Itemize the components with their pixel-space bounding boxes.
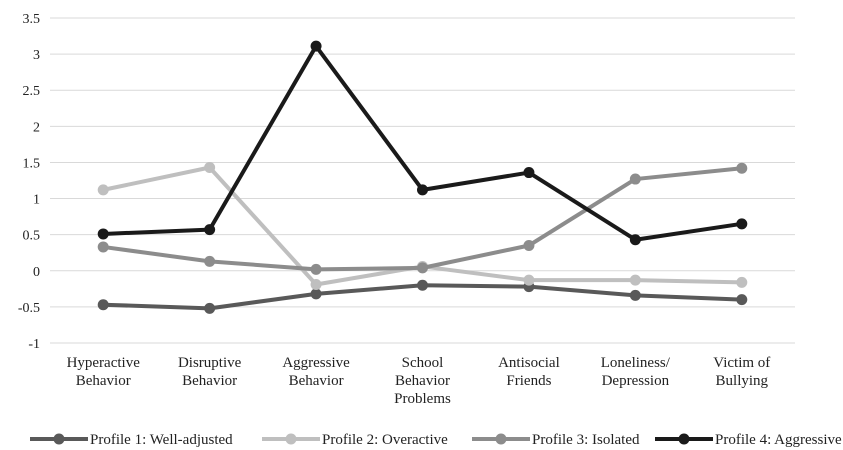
- data-point: [310, 263, 322, 275]
- y-tick-label: 0: [33, 265, 40, 280]
- y-tick-label: -1: [28, 337, 40, 352]
- x-category-label: Aggressive Behavior: [282, 355, 350, 389]
- legend: Profile 1: Well-adjusted Profile 2: Overa…: [30, 432, 842, 448]
- legend-label: Profile 4: Aggressive: [715, 432, 842, 448]
- data-point: [523, 167, 535, 179]
- data-point: [523, 274, 535, 286]
- legend-marker: [53, 433, 65, 445]
- legend-marker: [285, 433, 297, 445]
- series-3: [97, 162, 748, 275]
- data-point: [629, 274, 641, 286]
- legend-label: Profile 1: Well-adjusted: [90, 432, 233, 448]
- x-category-label-line: Behavior: [76, 373, 131, 389]
- y-axis-tick-labels: 3.5 3 2.5 2 1.5 1 0.5 0 -0.5 -1: [18, 12, 40, 352]
- legend-label: Profile 2: Overactive: [322, 432, 448, 448]
- legend-label: Profile 3: Isolated: [532, 432, 640, 448]
- data-point: [97, 228, 109, 240]
- x-category-label-line: Loneliness/: [601, 355, 671, 371]
- data-point: [736, 276, 748, 288]
- x-category-label-line: Bullying: [716, 373, 769, 389]
- x-category-label: Loneliness/Depression: [601, 355, 671, 389]
- series-lines: [97, 40, 748, 314]
- y-tick-label: 2: [33, 120, 40, 135]
- data-point: [417, 184, 428, 196]
- data-point: [629, 234, 641, 246]
- x-category-label-line: Antisocial: [498, 355, 560, 371]
- x-category-label: Disruptive Behavior: [178, 355, 242, 389]
- data-point: [97, 299, 109, 311]
- x-category-label-line: Problems: [394, 391, 451, 407]
- data-point: [417, 262, 428, 274]
- legend-marker: [678, 433, 690, 445]
- data-point: [736, 162, 748, 174]
- data-point: [204, 224, 216, 236]
- legend-item: Profile 2: Overactive: [262, 432, 448, 448]
- x-category-label: Antisocial Friends: [498, 355, 560, 389]
- x-category-label-line: Behavior: [182, 373, 237, 389]
- data-point: [310, 279, 322, 290]
- x-category-label-line: Hyperactive: [67, 355, 141, 371]
- data-point: [736, 294, 748, 306]
- data-point: [204, 255, 216, 267]
- series-line: [102, 166, 742, 272]
- gridlines: [50, 17, 795, 344]
- x-category-label-line: Depression: [602, 373, 670, 389]
- data-point: [310, 40, 322, 52]
- data-point: [736, 218, 748, 230]
- legend-item: Profile 4: Aggressive: [655, 432, 842, 448]
- y-tick-label: 1: [33, 193, 40, 208]
- x-category-label: Hyperactive Behavior: [67, 355, 141, 389]
- x-category-label-line: Behavior: [289, 373, 344, 389]
- data-point: [629, 173, 641, 185]
- x-category-label-line: School: [402, 355, 444, 371]
- y-tick-label: -0.5: [18, 301, 40, 316]
- x-category-label-line: Behavior: [395, 373, 450, 389]
- data-point: [629, 289, 641, 301]
- data-point: [97, 184, 109, 196]
- series-1: [97, 279, 748, 314]
- data-point: [204, 302, 216, 314]
- y-tick-label: 2.5: [23, 84, 41, 99]
- x-category-label-line: Victim of: [713, 355, 770, 371]
- x-category-label-line: Disruptive: [178, 355, 242, 371]
- data-point: [417, 279, 428, 291]
- data-point: [204, 162, 216, 173]
- legend-marker: [495, 433, 507, 445]
- series-line: [103, 44, 743, 242]
- x-category-label-line: Aggressive: [282, 355, 350, 371]
- x-category-label: School Behavior Problems: [394, 355, 451, 407]
- data-point: [97, 241, 109, 253]
- series-4: [97, 40, 748, 246]
- legend-item: Profile 3: Isolated: [472, 432, 640, 448]
- x-category-label: Victim of Bullying: [713, 355, 770, 389]
- y-tick-label: 3.5: [23, 12, 41, 27]
- legend-item: Profile 1: Well-adjusted: [30, 432, 233, 448]
- y-tick-label: 0.5: [23, 229, 41, 244]
- y-tick-label: 1.5: [23, 156, 41, 171]
- y-tick-label: 3: [33, 48, 40, 63]
- data-point: [523, 240, 535, 251]
- data-point: [310, 288, 322, 300]
- x-category-label-line: Friends: [506, 373, 551, 389]
